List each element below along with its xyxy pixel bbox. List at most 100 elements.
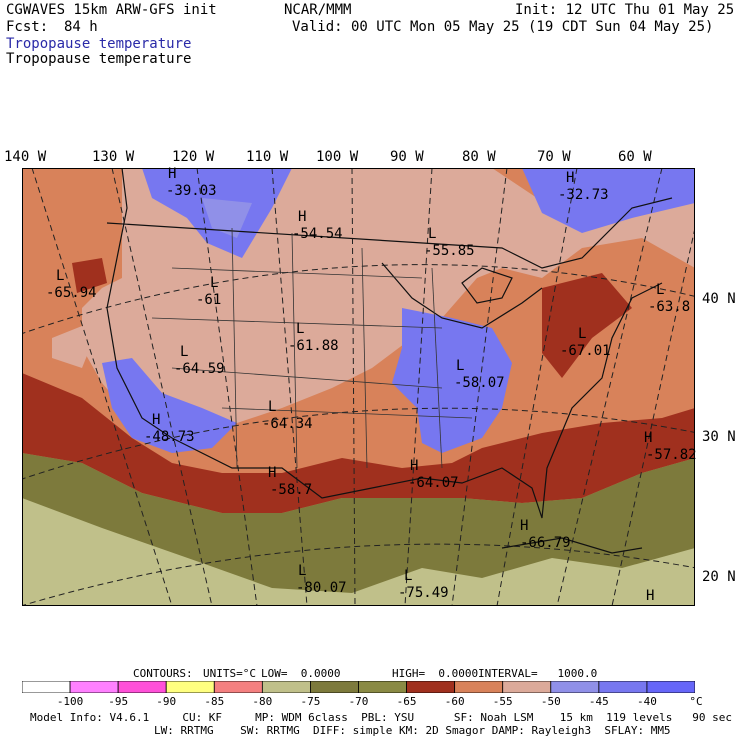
field-title-shaded: Tropopause temperature: [6, 36, 192, 52]
colorbar-swatch: [310, 681, 359, 693]
lon-label: 70 W: [537, 149, 571, 165]
extreme-value: -67.01: [560, 343, 611, 359]
extreme-type: L: [298, 563, 307, 579]
colorbar-tick-label: -60: [444, 695, 465, 708]
colorbar-swatch: [358, 681, 407, 693]
lon-label: 60 W: [618, 149, 652, 165]
extreme-type: H: [646, 588, 655, 604]
colorbar-tick-label: -65: [396, 695, 417, 708]
extreme-type: L: [180, 344, 189, 360]
extreme-type: H: [644, 430, 653, 446]
extreme-value: -61.88: [288, 338, 339, 354]
shade-blue-southwest: [102, 358, 237, 453]
extreme-value: -64.59: [174, 361, 225, 377]
model-title: CGWAVES 15km ARW-GFS init: [6, 2, 217, 18]
valid-time: Valid: 00 UTC Mon 05 May 25 (19 CDT Sun …: [292, 19, 714, 35]
extreme-value: -39.03: [166, 183, 217, 199]
coastlines: [106, 168, 673, 554]
colorbar-swatch: [22, 681, 71, 693]
colorbar-swatch: [261, 681, 311, 693]
low-label: LOW= 0.0000: [261, 667, 341, 680]
extreme-type: H: [268, 465, 277, 481]
extreme-type: H: [566, 170, 575, 186]
extreme-value: -48.73: [144, 429, 195, 445]
colorbar-tick-label: -40: [636, 695, 657, 708]
extreme-value: -32.73: [558, 187, 609, 203]
lon-label: 80 W: [462, 149, 496, 165]
lat-lon-grid: [22, 168, 695, 606]
shade-blue-mississippi: [392, 308, 512, 453]
extreme-type: L: [656, 282, 665, 298]
extreme-type: L: [210, 275, 219, 291]
lat-label: 20 N: [702, 569, 736, 585]
colorbar: [22, 681, 695, 693]
colorbar-tick-label: -85: [204, 695, 225, 708]
extreme-value: -57.82: [646, 447, 697, 463]
lon-label: 140 W: [4, 149, 47, 165]
lon-label: 130 W: [92, 149, 135, 165]
colorbar-unit: °C: [689, 695, 703, 708]
extreme-value: -61: [196, 292, 222, 308]
colorbar-swatch: [454, 681, 504, 693]
extreme-value: -65.94: [46, 285, 97, 301]
interval-label: INTERVAL= 1000.0: [478, 667, 598, 680]
extreme-type: H: [520, 518, 529, 534]
extreme-value: -64.34: [262, 416, 313, 432]
colorbar-tick-label: -50: [540, 695, 561, 708]
shade-band-75-80: [22, 498, 695, 606]
state-borders: [151, 227, 473, 469]
extreme-type: L: [456, 358, 465, 374]
extreme-value: -75.49: [398, 585, 449, 601]
lat-label: 30 N: [702, 429, 736, 445]
extreme-type: L: [56, 268, 65, 284]
model-info-line1: Model Info: V4.6.1 CU: KF MP: WDM 6class…: [30, 711, 732, 724]
field-title-contour: Tropopause temperature: [6, 51, 192, 67]
model-info-line2: LW: RRTMG SW: RRTMG DIFF: simple KM: 2D …: [154, 724, 671, 737]
extreme-type: H: [298, 209, 307, 225]
extreme-type: H: [410, 458, 419, 474]
colorbar-swatch: [550, 681, 600, 693]
colorbar-swatch: [117, 681, 167, 693]
forecast-label: Fcst:: [6, 19, 49, 35]
colorbar-tick-label: -90: [156, 695, 177, 708]
tropopause-temperature-map: [22, 168, 695, 606]
shade-band-65-70: [22, 373, 695, 513]
shade-band-55-60: [52, 318, 102, 368]
org-label: NCAR/MMM: [284, 2, 352, 18]
shade-blue-northeast: [522, 168, 695, 233]
extreme-value: -64.07: [408, 475, 459, 491]
colorbar-tick-label: -45: [588, 695, 609, 708]
extreme-value: -63.8: [648, 299, 691, 315]
extreme-value: -58.7: [270, 482, 313, 498]
extreme-type: H: [152, 412, 161, 428]
extreme-value: -80.07: [296, 580, 347, 596]
lon-label: 100 W: [316, 149, 359, 165]
colorbar-swatch: [213, 681, 263, 693]
colorbar-swatch: [646, 681, 695, 693]
colorbar-tick-label: -95: [108, 695, 129, 708]
units-label: UNITS=°C: [203, 667, 256, 680]
shade-lavender: [202, 198, 252, 238]
lon-label: 90 W: [390, 149, 424, 165]
colorbar-tick-label: -75: [300, 695, 321, 708]
extreme-type: H: [168, 166, 177, 182]
colorbar-swatch: [502, 681, 552, 693]
extreme-type: L: [404, 568, 413, 584]
init-time: Init: 12 UTC Thu 01 May 25: [515, 2, 735, 18]
extreme-type: L: [428, 226, 437, 242]
shade-band-65-70: [72, 258, 107, 293]
lat-label: 40 N: [702, 291, 736, 307]
lon-label: 110 W: [246, 149, 289, 165]
colorbar-tick-label: -70: [348, 695, 369, 708]
forecast-hour: 84 h: [64, 19, 98, 35]
high-label: HIGH= 0.0000: [392, 667, 479, 680]
lon-label: 120 W: [172, 149, 215, 165]
extreme-value: -54.54: [292, 226, 343, 242]
shade-band-65-70: [542, 273, 632, 378]
contours-label: CONTOURS:: [133, 667, 193, 680]
colorbar-swatch: [598, 681, 648, 693]
extreme-value: -55.85: [424, 243, 475, 259]
colorbar-swatch: [406, 681, 456, 693]
colorbar-swatch: [165, 681, 215, 693]
colorbar-swatch: [69, 681, 119, 693]
